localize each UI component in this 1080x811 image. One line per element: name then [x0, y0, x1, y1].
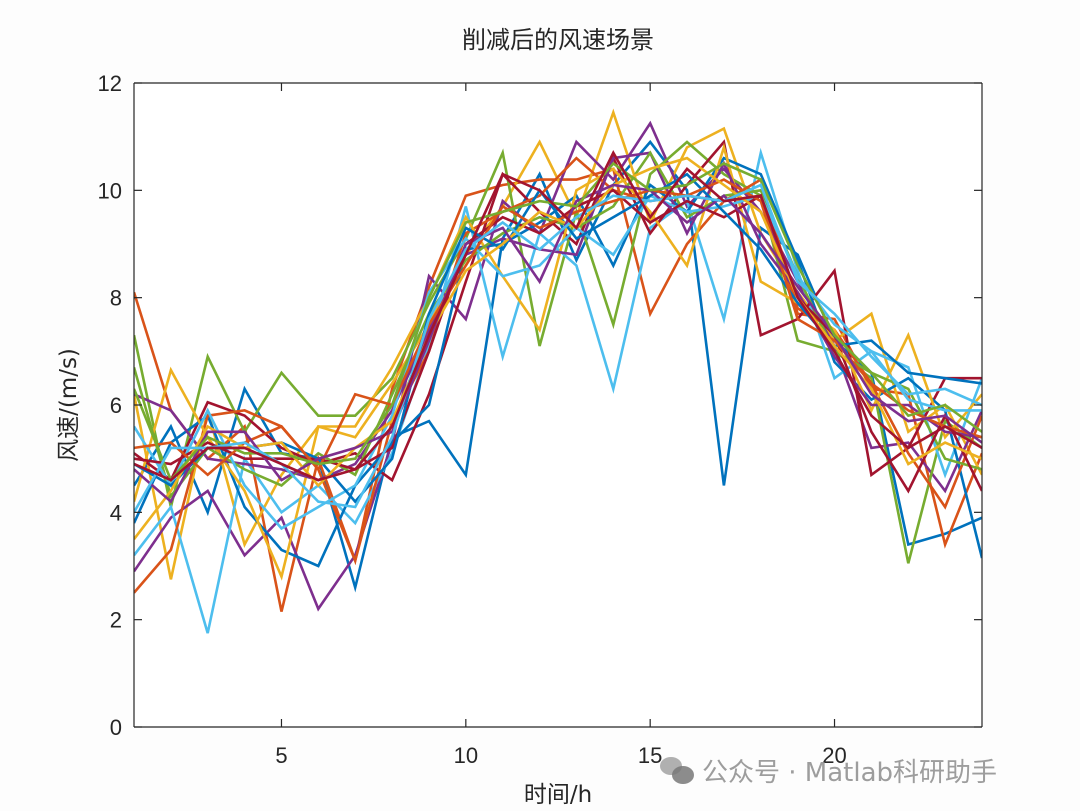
y-tick-label: 6: [110, 393, 122, 418]
y-tick-label: 2: [110, 608, 122, 633]
series-line: [134, 156, 982, 594]
y-tick-label: 0: [110, 715, 122, 740]
y-tick-label: 12: [98, 71, 122, 96]
y-axis-label: 风速/(m/s): [56, 348, 82, 462]
series-line: [134, 147, 982, 634]
x-tick-label: 5: [275, 743, 287, 768]
series-line: [134, 151, 982, 482]
watermark: 公众号 · Matlab科研助手: [660, 752, 997, 789]
y-tick-label: 10: [98, 178, 122, 203]
series-line: [134, 108, 982, 580]
wechat-icon: [660, 756, 694, 785]
y-tick-label: 4: [110, 500, 122, 525]
watermark-text: 公众号 · Matlab科研助手: [702, 758, 998, 788]
x-tick-label: 10: [454, 743, 478, 768]
chart-title: 削减后的风速场景: [462, 26, 654, 54]
x-axis-label: 时间/h: [523, 782, 593, 808]
x-tick-label: 20: [822, 743, 846, 768]
series-line: [134, 150, 982, 482]
x-tick-label: 15: [638, 743, 662, 768]
series-line: [134, 161, 982, 483]
y-tick-label: 8: [110, 286, 122, 311]
series-line: [134, 194, 982, 531]
series-group: [134, 108, 982, 634]
series-line: [134, 156, 982, 540]
series-line: [134, 183, 982, 504]
